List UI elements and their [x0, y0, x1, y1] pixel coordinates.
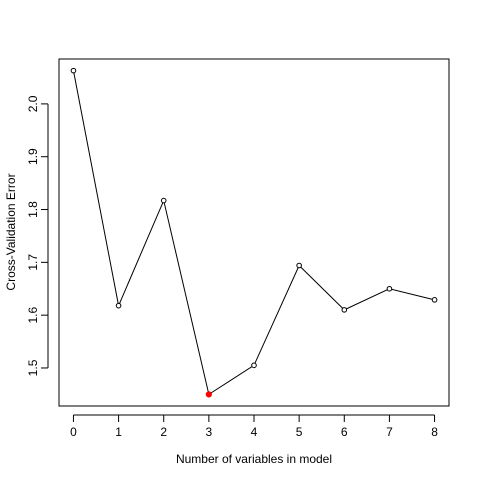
y-axis: 1.5 1.6 1.7 1.8 1.9 2.0 [26, 95, 49, 376]
plot-frame [58, 58, 450, 407]
data-point [296, 262, 302, 269]
y-tick-label: 1.8 [26, 201, 40, 218]
y-axis-label: Cross-Validation Error [4, 173, 18, 290]
y-tick-label: 1.5 [26, 359, 40, 376]
y-tick-label: 1.9 [26, 148, 40, 165]
data-point [341, 307, 348, 313]
x-axis-label: Number of variables in model [176, 452, 332, 466]
series-line [72, 70, 435, 396]
data-point [431, 297, 438, 303]
y-tick-label: 1.7 [26, 254, 40, 271]
x-tick-label: 5 [296, 425, 303, 439]
data-point [251, 362, 257, 369]
data-point [386, 285, 393, 292]
series-layer [70, 67, 438, 398]
data-point [115, 302, 122, 309]
y-tick-label: 1.6 [26, 306, 40, 323]
x-tick-label: 0 [70, 425, 77, 439]
data-point [70, 67, 77, 74]
x-tick-label: 6 [341, 425, 348, 439]
y-tick-label: 2.0 [26, 95, 40, 112]
x-tick-label: 7 [386, 425, 393, 439]
x-tick-label: 1 [115, 425, 122, 439]
x-tick-label: 4 [251, 425, 258, 439]
x-tick-label: 8 [431, 425, 438, 439]
x-tick-label: 2 [160, 425, 167, 439]
x-tick-label: 3 [206, 425, 213, 439]
x-axis: 0 1 2 3 4 5 6 7 8 [70, 414, 438, 439]
data-point [160, 197, 167, 204]
highlight-point [205, 391, 212, 398]
